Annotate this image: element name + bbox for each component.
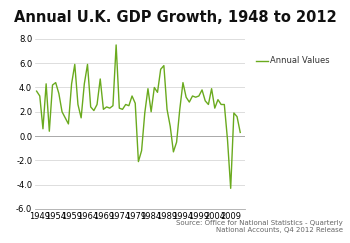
Text: Source: Office for National Statistics - Quarterly
National Accounts, Q4 2012 Re: Source: Office for National Statistics -… [176, 220, 343, 233]
Text: Annual U.K. GDP Growth, 1948 to 2012: Annual U.K. GDP Growth, 1948 to 2012 [14, 10, 336, 25]
Text: Annual Values: Annual Values [270, 56, 329, 65]
